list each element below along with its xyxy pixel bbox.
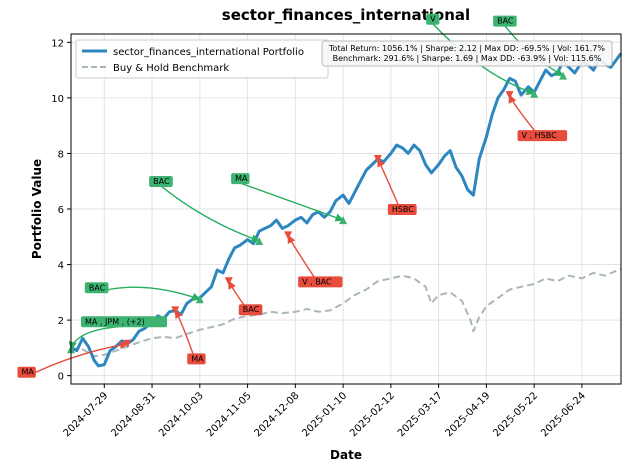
stats-box: Total Return: 1056.1% | Sharpe: 2.12 | M… [321,40,613,67]
buy-marker [339,216,348,225]
buy-label-box [426,13,440,25]
x-axis-ticks: 2024-07-292024-08-312024-10-032024-11-05… [62,384,588,439]
buy-arrow [96,286,201,301]
y-tick-label: 0 [58,372,64,383]
buy-marker [255,236,264,245]
buy-marker [530,89,539,98]
sell-label: HSBC [392,205,414,214]
x-axis-label: Date [330,448,362,462]
sell-marker [505,91,514,100]
x-tick-label: 2024-10-03 [157,390,206,439]
buy-label-box [231,173,250,185]
sell-label: BAC [243,305,260,314]
stats-line-portfolio: Total Return: 1056.1% | Sharpe: 2.12 | M… [328,44,605,53]
buy-arrow [240,182,344,222]
y-tick-label: 10 [51,94,64,105]
x-tick-label: 2025-06-24 [539,390,588,439]
buy-label: BAC [497,17,514,26]
legend: sector_finances_international Portfolio … [75,39,329,79]
stats-box-bg [321,40,613,67]
sell-label-box [238,304,263,316]
x-tick-label: 2024-12-08 [253,390,302,439]
x-tick-label: 2025-02-12 [348,390,397,439]
y-tick-label: 8 [58,149,64,160]
sell-marker [171,306,180,315]
sell-label: MA [191,354,204,363]
sell-label-box [387,204,417,215]
sell-label: MA [21,368,34,377]
x-tick-label: 2025-01-10 [300,390,349,439]
x-tick-label: 2024-07-29 [62,390,111,439]
x-tick-label: 2024-11-05 [205,390,254,439]
buy-label-box [493,15,517,27]
buy-marker [195,295,204,304]
sell-arrow [26,340,129,378]
legend-benchmark-label: Buy & Hold Benchmark [113,63,229,74]
x-tick-label: 2025-03-17 [396,390,445,439]
stats-line-benchmark: Benchmark: 291.6% | Sharpe: 1.69 | Max D… [333,54,602,63]
sell-label: V , BAC [302,277,332,286]
x-tick-label: 2025-05-22 [491,390,540,439]
sell-label: V , HSBC [522,131,558,140]
buy-label: V [430,15,436,24]
buy-label: BAC [89,283,106,292]
benchmark-line [70,267,622,358]
buy-label: MA , JPM , (+2) [85,317,145,326]
sell-marker [123,339,132,348]
y-tick-label: 2 [58,316,64,327]
y-tick-label: 12 [51,38,64,49]
sell-label-box [298,276,343,288]
sell-label-box [17,366,36,378]
chart-title: sector_finances_international [222,6,470,24]
buy-label: MA [235,174,248,183]
y-tick-label: 4 [58,261,64,272]
x-tick-label: 2025-04-19 [444,390,493,439]
sell-marker [224,277,233,286]
grid [71,34,621,384]
legend-portfolio-label: sector_finances_international Portfolio [113,47,304,58]
y-axis-ticks: 0 2 4 6 8 10 12 [51,38,71,383]
buy-label-box [81,316,167,328]
x-tick-label: 2024-08-31 [109,390,158,439]
sell-marker [373,155,382,163]
sell-label-box [187,353,206,365]
sell-label-box [517,130,568,142]
y-tick-label: 6 [58,205,64,216]
y-axis-label: Portfolio Value [30,159,44,259]
buy-label-box [149,175,173,187]
buy-arrow [160,185,260,243]
buy-label-box [84,282,109,294]
buy-marker [559,71,568,80]
buy-label: BAC [153,177,170,186]
sell-marker [284,231,293,240]
